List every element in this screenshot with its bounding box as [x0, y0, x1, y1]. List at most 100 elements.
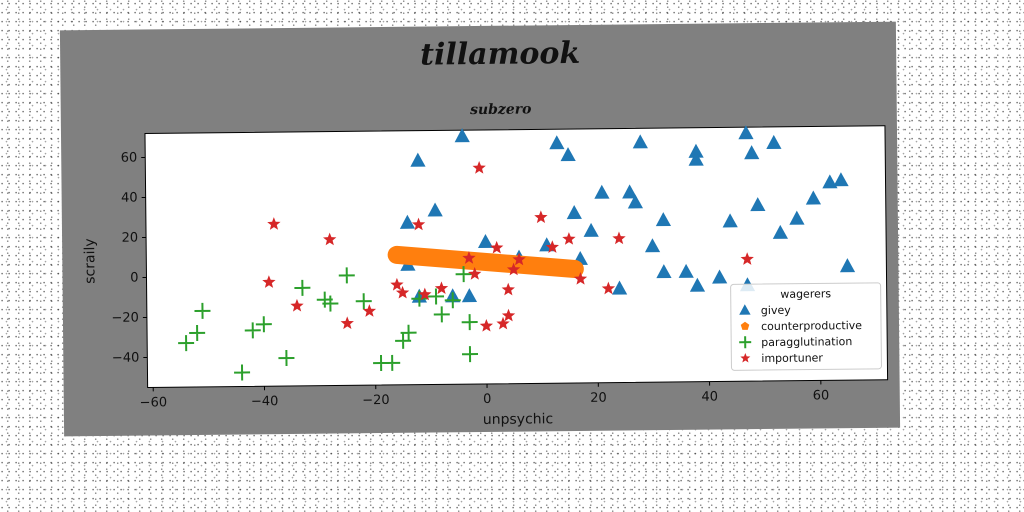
y-tick-label: −20: [111, 311, 139, 326]
x-tick-label: 40: [701, 390, 718, 405]
legend-entry: counterproductive: [740, 319, 862, 333]
givey-point: [678, 263, 694, 278]
y-tick-label: −40: [112, 351, 140, 366]
givey-point: [688, 151, 704, 166]
paragglutination-point: [338, 267, 355, 284]
paragglutination-point: [462, 346, 479, 363]
series-paragglutination: [178, 266, 479, 381]
importuner-point: [323, 232, 337, 246]
paragglutination-point: [189, 324, 206, 341]
givey-point: [833, 172, 849, 187]
x-tick-label: 20: [590, 391, 607, 406]
importuner-point: [573, 271, 588, 285]
givey-point: [594, 184, 610, 199]
givey-point: [789, 210, 805, 225]
givey-point: [622, 184, 638, 199]
importuner-point: [501, 282, 515, 296]
importuner-point: [545, 240, 559, 253]
importuner-point: [390, 277, 404, 291]
x-tick-label: −40: [251, 394, 279, 409]
x-axis-label: unpsychic: [483, 411, 554, 428]
givey-point: [722, 213, 738, 228]
givey-point: [744, 145, 760, 160]
paragglutination-point: [461, 314, 478, 331]
givey-point: [454, 128, 470, 143]
data-marks: [178, 125, 856, 381]
importuner-point: [462, 251, 476, 264]
paragglutination-point: [400, 324, 417, 341]
givey-point: [427, 202, 443, 217]
givey-point: [805, 190, 822, 205]
legend-label: importuner: [761, 351, 823, 365]
axis-ticks: −60 −40 −20 0 20 40 60 −40 −20 0 20 40 60: [111, 151, 830, 411]
givey-point: [549, 135, 565, 150]
legend-label: counterproductive: [761, 319, 862, 333]
paragglutination-point: [433, 306, 450, 323]
legend-label: givey: [761, 304, 791, 317]
importuner-point: [512, 252, 526, 266]
y-axis-label: scraily: [82, 238, 98, 284]
importuner-point: [267, 217, 281, 230]
paragglutination-point: [194, 302, 211, 319]
givey-point: [750, 197, 766, 212]
legend-label: paragglutination: [761, 335, 852, 349]
x-tick-label: −20: [362, 393, 390, 408]
y-tick-label: 60: [121, 151, 138, 166]
givey-point: [689, 277, 706, 292]
givey-point: [839, 258, 856, 273]
importuner-point: [411, 217, 426, 231]
legend-marker: [739, 304, 751, 315]
importuner-point: [501, 308, 516, 322]
legend-entry: importuner: [740, 351, 823, 365]
y-tick-label: 20: [121, 231, 138, 246]
givey-point: [822, 174, 838, 189]
paragglutination-point: [255, 316, 272, 333]
legend-box: [730, 282, 882, 371]
importuner-point: [479, 318, 494, 332]
importuner-point: [362, 304, 377, 317]
givey-point: [583, 222, 599, 237]
givey-point: [477, 233, 494, 249]
x-tick-label: 60: [813, 388, 830, 403]
importuner-point: [506, 262, 521, 276]
legend-entry: paragglutination: [739, 335, 852, 349]
y-tick-label: 40: [121, 191, 138, 206]
givey-point: [399, 214, 416, 229]
importuner-point: [562, 232, 576, 245]
givey-point: [461, 288, 478, 303]
legend-title: wagerers: [780, 287, 831, 301]
givey-point: [738, 125, 754, 140]
importuner-point: [418, 287, 432, 301]
givey-point: [560, 147, 576, 162]
legend-marker: [739, 336, 752, 349]
givey-point: [688, 143, 704, 158]
paragglutination-point: [455, 266, 472, 283]
paragglutination-point: [384, 354, 401, 371]
importuner-point: [395, 285, 410, 299]
importuner-point: [496, 316, 510, 330]
paragglutination-point: [278, 350, 295, 367]
importuner-point: [601, 281, 616, 295]
givey-point: [410, 152, 426, 167]
x-tick-label: 0: [483, 392, 491, 407]
series-counterproductive: [387, 245, 584, 279]
importuner-point: [534, 210, 548, 224]
givey-point: [566, 205, 582, 220]
importuner-point: [490, 240, 504, 254]
importuner-point: [340, 316, 354, 330]
chart-title: tillamook: [420, 36, 580, 73]
givey-point: [712, 269, 728, 284]
givey-point: [766, 134, 782, 149]
importuner-point: [740, 252, 754, 265]
legend-entry: givey: [739, 304, 791, 317]
importuner-point: [612, 231, 626, 245]
counterproductive-band: [387, 245, 584, 279]
importuner-point: [290, 298, 304, 312]
scatter-chart: tillamook subzero −60 −40 −20 0 20 40 60 −40 −20…: [82, 36, 889, 428]
givey-point: [612, 280, 628, 295]
legend-marker: [740, 321, 750, 330]
figure-panel: tillamook subzero −60 −40 −20 0 20 40 60 −40 −20…: [59, 21, 901, 437]
paragglutination-point: [355, 293, 372, 310]
series-importuner: [262, 161, 754, 332]
chart-subtitle: subzero: [470, 101, 532, 118]
